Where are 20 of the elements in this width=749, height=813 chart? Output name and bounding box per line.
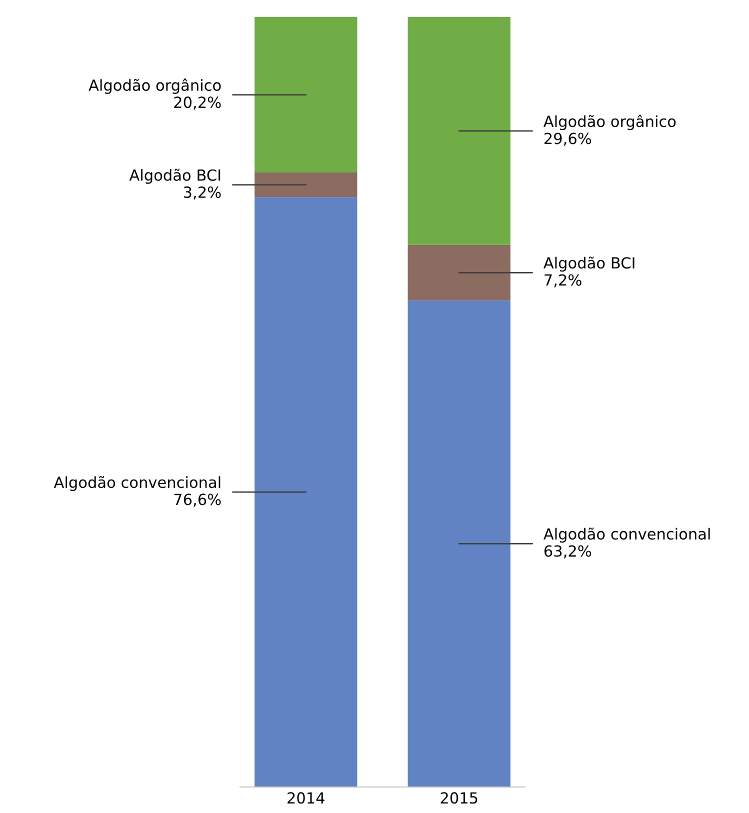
bar xyxy=(408,17,510,245)
text: Algodão BCI xyxy=(129,168,220,184)
text: Algodão BCI xyxy=(544,256,634,272)
bar xyxy=(254,197,358,787)
text: Algodão convencional xyxy=(544,528,710,543)
x-tick-label: 2014 xyxy=(288,792,324,804)
data-label: 76,6% xyxy=(174,494,221,507)
bar xyxy=(254,172,358,198)
x-tick-label: 2015 xyxy=(440,792,478,804)
text: Algodão orgânico xyxy=(544,114,676,130)
text: Algodão convencional xyxy=(54,476,220,492)
data-label: 3,2% xyxy=(184,186,221,200)
data-label: 20,2% xyxy=(174,96,221,110)
bar xyxy=(408,300,510,787)
bar xyxy=(254,17,358,173)
text: Algodão orgânico xyxy=(88,78,221,94)
data-label: 63,2% xyxy=(544,545,592,558)
data-label: 7,2% xyxy=(544,274,582,288)
data-label: 29,6% xyxy=(544,132,592,146)
bar xyxy=(408,244,510,300)
